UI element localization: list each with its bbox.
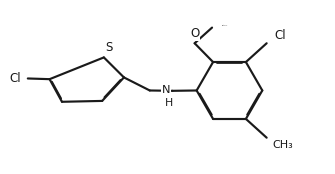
Text: CH₃: CH₃: [273, 140, 293, 150]
Text: H: H: [165, 98, 173, 108]
Text: N: N: [162, 85, 171, 95]
Text: O: O: [190, 27, 199, 40]
Text: Cl: Cl: [274, 29, 286, 42]
Text: Cl: Cl: [9, 72, 21, 85]
Text: methoxy: methoxy: [221, 25, 228, 26]
Text: S: S: [106, 41, 113, 54]
